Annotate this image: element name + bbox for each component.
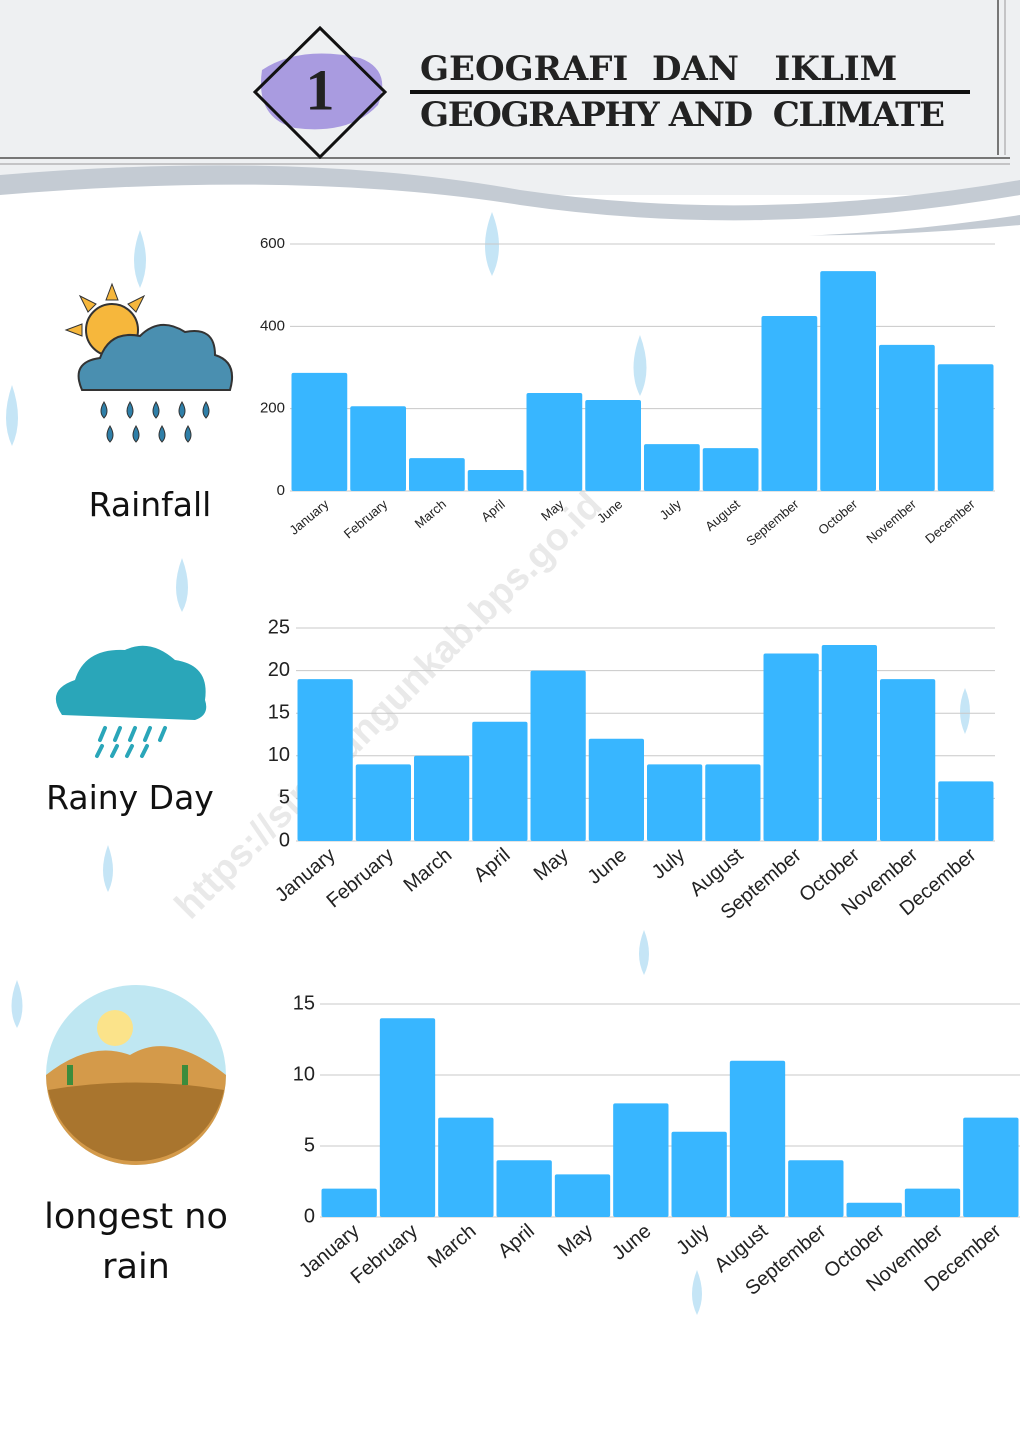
y-tick-label: 0 [277, 482, 285, 499]
bar [963, 1117, 1019, 1217]
bar [820, 271, 876, 491]
x-tick-label: June [584, 844, 631, 889]
title: GEOGRAFI DAN IKLIM [420, 49, 897, 89]
x-tick-label: April [470, 844, 515, 887]
raindrop [6, 385, 18, 446]
raindrop [11, 980, 23, 1028]
rain-cloud-icon [55, 645, 207, 758]
y-tick-label: 600 [260, 235, 285, 252]
bar [705, 764, 761, 841]
x-tick-label: October [815, 496, 861, 538]
bar [321, 1188, 377, 1217]
subtitle: GEOGRAPHY AND CLIMATE [420, 95, 945, 135]
bar [355, 764, 411, 841]
bar [297, 679, 353, 841]
bar [585, 400, 641, 491]
bar [937, 364, 994, 491]
bar [409, 458, 465, 491]
bar [613, 1103, 669, 1217]
sun-cloud-icon [64, 282, 234, 443]
bar [647, 764, 703, 841]
x-tick-label: January [286, 496, 331, 538]
x-tick-label: July [672, 1220, 713, 1260]
bar [938, 781, 994, 841]
y-tick-label: 5 [304, 1134, 315, 1156]
bar [438, 1117, 494, 1217]
bar [763, 653, 819, 841]
bar [554, 1174, 611, 1217]
bar [644, 444, 700, 491]
x-tick-label: November [863, 496, 919, 546]
bar [467, 470, 524, 491]
x-tick-label: May [530, 844, 573, 885]
header-background [0, 0, 1020, 195]
y-tick-label: 15 [293, 992, 315, 1014]
bar [530, 670, 586, 841]
bar [472, 721, 528, 841]
raindrop [639, 930, 649, 975]
x-tick-label: March [400, 844, 457, 897]
bar [291, 372, 348, 491]
chart-label: Rainy Day [46, 778, 214, 817]
bar [788, 1160, 844, 1217]
bar [904, 1188, 961, 1217]
bar [880, 679, 936, 841]
x-tick-label: May [554, 1220, 597, 1261]
number-blob [260, 53, 383, 130]
raindrop [692, 1270, 702, 1315]
y-tick-label: 200 [260, 400, 285, 417]
header-wave-white [0, 184, 1020, 237]
x-tick-label: June [594, 496, 625, 526]
bar [496, 1160, 552, 1217]
x-tick-label: March [424, 1220, 481, 1273]
x-tick-label: September [743, 496, 802, 549]
x-tick-label: December [922, 496, 978, 546]
x-tick-label: June [608, 1220, 655, 1265]
raindrop [176, 558, 188, 612]
bar [350, 406, 406, 491]
x-tick-label: August [702, 496, 743, 534]
y-tick-label: 10 [293, 1063, 315, 1085]
y-tick-label: 5 [279, 787, 290, 809]
chart-label: longest no rain [44, 1197, 228, 1287]
bar [821, 645, 877, 841]
y-tick-label: 0 [279, 829, 290, 851]
x-tick-label: July [657, 496, 685, 523]
desert-icon [46, 985, 226, 1165]
bar [846, 1202, 902, 1217]
raindrops [6, 212, 970, 1315]
x-tick-label: April [494, 1220, 539, 1263]
x-tick-label: April [478, 496, 508, 524]
header-wave [0, 165, 1020, 236]
x-tick-label: March [412, 496, 449, 531]
raindrop [960, 688, 970, 734]
x-tick-label: February [341, 496, 391, 541]
section-number: 1 [306, 57, 335, 122]
bar [526, 393, 583, 491]
y-tick-label: 15 [268, 701, 290, 723]
bar [879, 344, 935, 491]
bar [671, 1131, 727, 1217]
bar [414, 755, 470, 841]
raindrop [103, 845, 113, 892]
raindrop [134, 230, 146, 288]
y-tick-label: 0 [304, 1205, 315, 1227]
bar [588, 738, 644, 841]
bar [379, 1018, 436, 1217]
y-tick-label: 400 [260, 317, 285, 334]
y-tick-label: 20 [268, 659, 290, 681]
bar [729, 1060, 786, 1217]
bar [761, 316, 818, 491]
x-tick-label: July [648, 844, 689, 884]
raindrop [633, 335, 647, 396]
bar [702, 448, 759, 491]
chart-label: Rainfall [88, 485, 212, 524]
y-tick-label: 25 [268, 616, 290, 638]
y-tick-label: 10 [268, 744, 290, 766]
number-diamond [252, 25, 388, 160]
